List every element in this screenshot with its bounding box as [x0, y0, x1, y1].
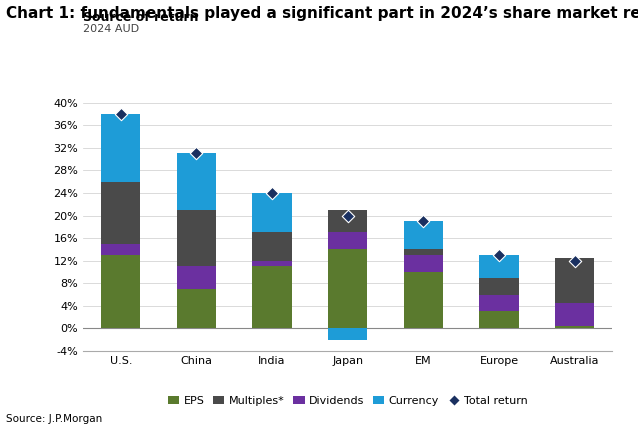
Bar	[404, 250, 443, 255]
Point	[419, 218, 429, 225]
Bar	[479, 278, 519, 294]
Point	[267, 190, 277, 196]
Bar	[177, 289, 216, 328]
Point	[191, 150, 202, 157]
Text: 2024 AUD: 2024 AUD	[83, 24, 139, 33]
Text: Source: J.P.Morgan: Source: J.P.Morgan	[6, 414, 103, 424]
Text: Source of return: Source of return	[83, 11, 198, 24]
Bar	[253, 266, 292, 328]
Bar	[253, 232, 292, 261]
Bar	[177, 154, 216, 210]
Bar	[328, 328, 367, 340]
Bar	[101, 255, 140, 328]
Point	[570, 257, 580, 264]
Bar	[479, 255, 519, 278]
Bar	[101, 114, 140, 182]
Legend: EPS, Multiples*, Dividends, Currency, Total return: EPS, Multiples*, Dividends, Currency, To…	[163, 391, 532, 410]
Bar	[479, 312, 519, 328]
Bar	[253, 193, 292, 232]
Bar	[555, 326, 595, 328]
Bar	[177, 266, 216, 289]
Bar	[404, 221, 443, 250]
Bar	[328, 210, 367, 232]
Bar	[253, 261, 292, 266]
Bar	[404, 272, 443, 328]
Bar	[101, 182, 140, 244]
Bar	[404, 255, 443, 272]
Bar	[555, 303, 595, 326]
Point	[115, 110, 126, 117]
Bar	[479, 294, 519, 312]
Bar	[555, 258, 595, 303]
Bar	[101, 244, 140, 255]
Bar	[177, 210, 216, 266]
Point	[343, 212, 353, 219]
Bar	[328, 232, 367, 250]
Point	[494, 252, 504, 259]
Text: Chart 1: fundamentals played a significant part in 2024’s share market returns: Chart 1: fundamentals played a significa…	[6, 6, 638, 21]
Bar	[328, 250, 367, 328]
